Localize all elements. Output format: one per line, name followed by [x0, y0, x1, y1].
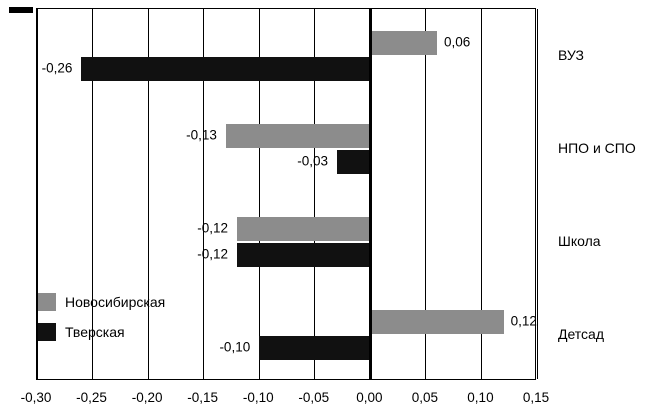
legend-swatch	[38, 323, 56, 341]
x-tick-label: -0,10	[242, 390, 274, 405]
legend-item: Тверская	[38, 323, 165, 341]
bar-Новосибирская	[225, 123, 371, 148]
top-left-axis-tick	[9, 7, 33, 13]
legend-label: Новосибирская	[65, 294, 166, 310]
category-label: Школа	[558, 232, 601, 249]
gridline	[480, 9, 482, 379]
bar-Новосибирская	[370, 309, 504, 334]
x-tick-label: -0,20	[131, 390, 163, 405]
legend-item: Новосибирская	[38, 293, 165, 311]
gridline	[425, 9, 427, 379]
bar-value-label: -0,13	[186, 126, 217, 142]
gridline	[203, 9, 205, 379]
x-tick-label: 0,00	[356, 390, 383, 405]
bar-value-label: -0,26	[41, 59, 73, 75]
plot-area	[36, 8, 538, 380]
bar-Новосибирская	[370, 30, 437, 55]
legend-swatch	[38, 293, 56, 311]
bar-Тверская	[81, 56, 371, 81]
bar-Новосибирская	[237, 216, 371, 241]
legend-label: Тверская	[65, 324, 125, 340]
bar-value-label: 0,06	[444, 33, 471, 49]
bar-Тверская	[337, 149, 371, 174]
bar-value-label: 0,12	[510, 312, 537, 328]
x-tick-label: 0,15	[522, 390, 550, 405]
x-tick-label: 0,05	[411, 390, 439, 405]
bar-value-label: -0,12	[197, 219, 228, 235]
x-tick-label: -0,05	[298, 390, 330, 405]
bar-value-label: -0,10	[219, 338, 251, 354]
bar-Тверская	[237, 242, 371, 267]
zero-axis-line	[368, 9, 372, 379]
bar-value-label: -0,03	[297, 152, 328, 168]
gridline	[314, 9, 316, 379]
gridline	[258, 9, 260, 379]
legend: Новосибирская Тверская	[38, 293, 165, 341]
gridline	[92, 9, 94, 379]
gridline	[36, 9, 38, 379]
bar-Тверская	[259, 335, 371, 360]
category-label: Детсад	[558, 325, 605, 342]
gridline	[147, 9, 149, 379]
category-label: ВУЗ	[558, 46, 584, 63]
x-tick-label: 0,10	[467, 390, 494, 405]
gridline	[536, 9, 538, 379]
x-tick-label: -0,30	[20, 390, 52, 405]
x-tick-label: -0,25	[76, 390, 107, 405]
bar-value-label: -0,12	[197, 245, 228, 261]
category-label: НПО и СПО	[558, 139, 636, 156]
x-tick-label: -0,15	[187, 390, 219, 405]
